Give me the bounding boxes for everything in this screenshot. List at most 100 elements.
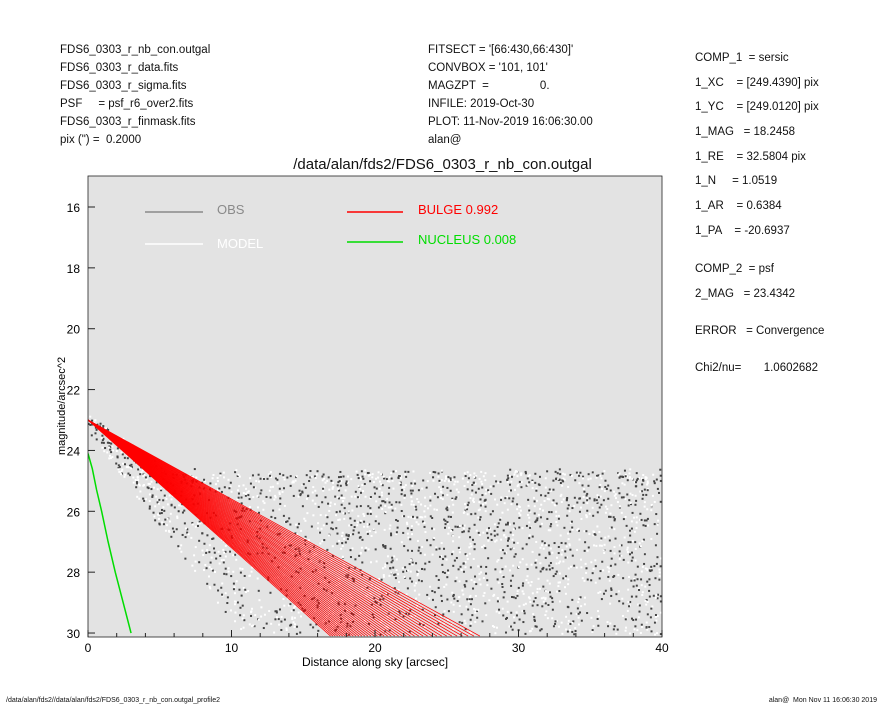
obs-point (291, 616, 294, 619)
obs-point (409, 538, 412, 541)
obs-point (338, 510, 341, 513)
obs-point (380, 473, 383, 476)
obs-point (123, 456, 126, 459)
obs-point (643, 562, 646, 565)
obs-point (450, 601, 453, 604)
obs-point (299, 494, 302, 497)
obs-point (239, 614, 242, 617)
obs-point (493, 593, 496, 596)
obs-point (346, 622, 349, 625)
obs-point (496, 503, 499, 506)
obs-point (535, 499, 538, 502)
obs-point (282, 597, 285, 600)
obs-point (313, 617, 316, 620)
obs-point (551, 608, 554, 611)
obs-point (582, 487, 585, 490)
obs-point (415, 582, 418, 585)
obs-point (297, 611, 300, 614)
obs-point (391, 479, 394, 482)
obs-point (301, 505, 304, 508)
obs-point (201, 549, 204, 552)
obs-point (471, 538, 474, 541)
obs-point (338, 480, 341, 483)
obs-point (552, 575, 555, 578)
obs-point (547, 544, 550, 547)
obs-point (510, 503, 513, 506)
obs-point (99, 422, 102, 425)
obs-point (532, 600, 535, 603)
obs-point (329, 501, 332, 504)
obs-point (418, 600, 421, 603)
obs-point (579, 611, 582, 614)
obs-point (361, 570, 364, 573)
obs-point (553, 542, 556, 545)
obs-point (371, 476, 374, 479)
obs-point (517, 565, 520, 568)
obs-point (333, 503, 336, 506)
obs-point (306, 512, 309, 515)
header-line: MAGZPT = 0. (428, 80, 550, 92)
obs-point (521, 610, 524, 613)
obs-point (565, 615, 568, 618)
obs-point (477, 516, 480, 519)
obs-point (568, 510, 571, 513)
param-line: COMP_2 = psf (695, 263, 774, 275)
obs-point (566, 507, 569, 510)
obs-point (441, 571, 444, 574)
obs-point (259, 527, 262, 530)
obs-point (473, 476, 476, 479)
obs-point (439, 496, 442, 499)
obs-point (450, 478, 453, 481)
obs-point (544, 494, 547, 497)
obs-point (229, 481, 232, 484)
obs-point (208, 585, 211, 588)
obs-point (398, 501, 401, 504)
obs-point (157, 502, 160, 505)
obs-point (474, 512, 477, 515)
obs-point (506, 610, 509, 613)
obs-point (449, 515, 452, 518)
obs-point (614, 497, 617, 500)
obs-point (439, 480, 442, 483)
obs-point (653, 565, 656, 568)
obs-point (462, 511, 465, 514)
obs-point (604, 536, 607, 539)
obs-point (383, 477, 386, 480)
obs-point (638, 588, 641, 591)
obs-point (552, 488, 555, 491)
obs-point (643, 501, 646, 504)
obs-point (531, 550, 534, 553)
obs-point (426, 593, 429, 596)
obs-point (429, 544, 432, 547)
y-tick-label: 22 (67, 384, 81, 398)
obs-point (640, 570, 643, 573)
obs-point (624, 475, 627, 478)
obs-point (509, 468, 512, 471)
obs-point (648, 578, 651, 581)
obs-point (633, 530, 636, 533)
obs-point (472, 481, 475, 484)
obs-point (91, 419, 94, 422)
obs-point (485, 572, 488, 575)
obs-point (656, 614, 659, 617)
obs-point (607, 515, 610, 518)
obs-point (633, 516, 636, 519)
obs-point (659, 557, 662, 560)
obs-point (94, 419, 97, 422)
obs-point (386, 562, 389, 565)
obs-point (635, 618, 638, 621)
obs-point (317, 629, 320, 632)
obs-point (637, 587, 640, 590)
obs-point (518, 480, 521, 483)
obs-point (495, 626, 498, 629)
obs-point (568, 629, 571, 632)
obs-point (393, 587, 396, 590)
obs-point (117, 467, 120, 470)
obs-point (384, 501, 387, 504)
obs-point (463, 619, 466, 622)
obs-point (635, 516, 638, 519)
obs-point (372, 481, 375, 484)
obs-point (341, 555, 344, 558)
obs-point (542, 547, 545, 550)
obs-point (328, 488, 331, 491)
